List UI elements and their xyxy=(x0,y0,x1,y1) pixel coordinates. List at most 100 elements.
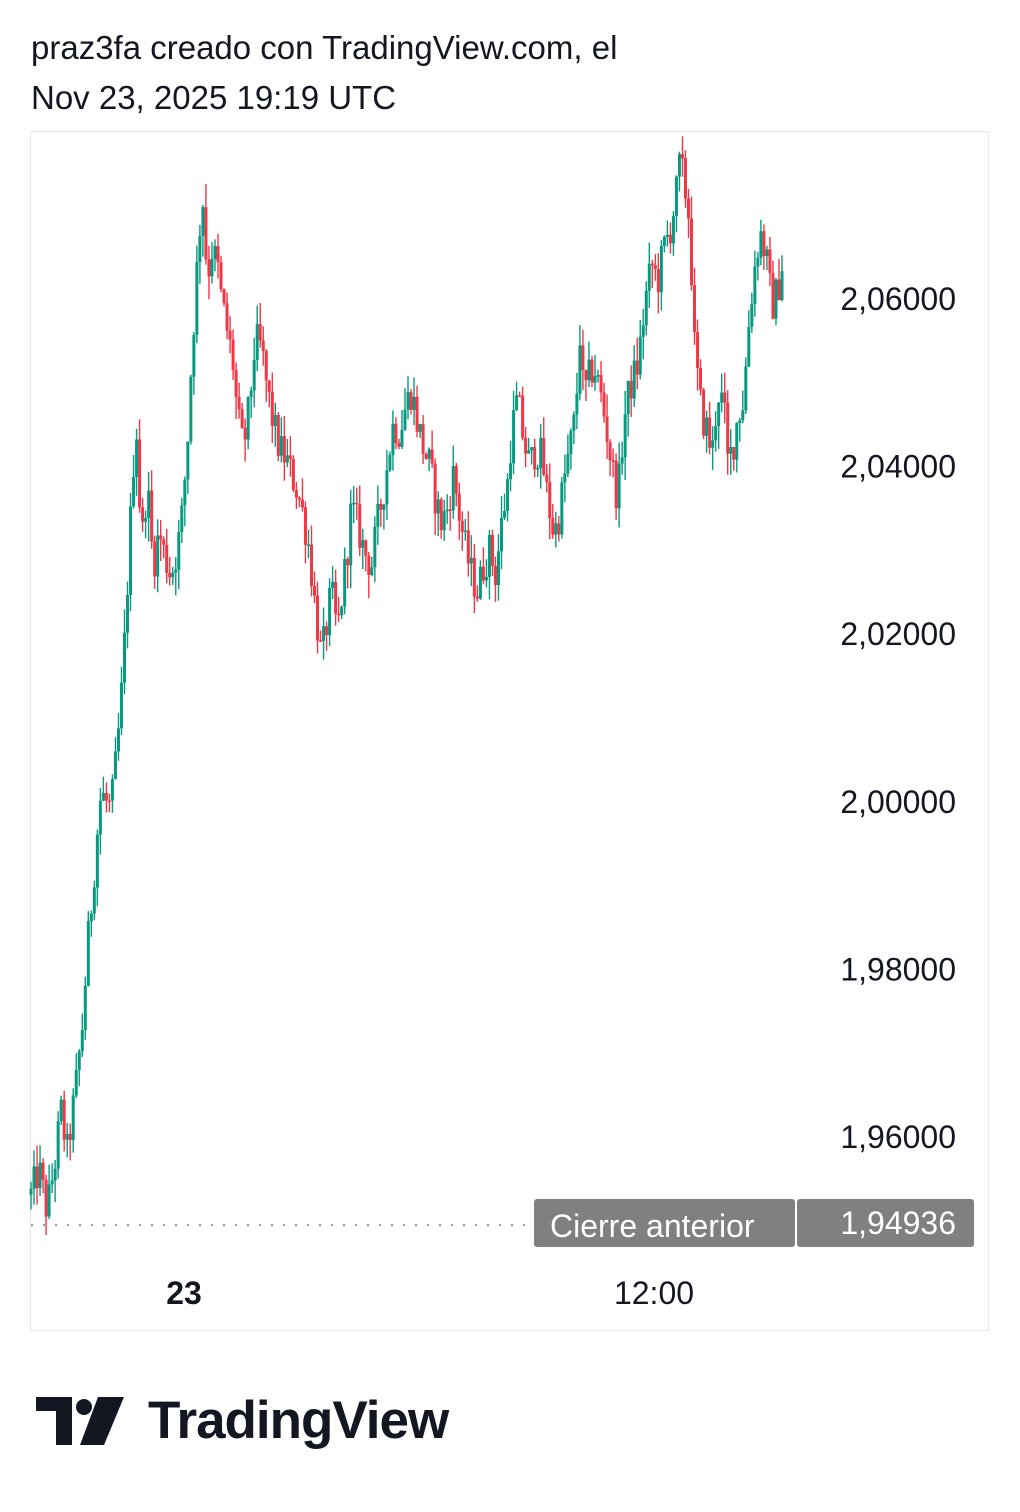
candle-body xyxy=(445,509,449,512)
candle-body xyxy=(261,340,265,352)
candle xyxy=(690,196,694,291)
candle xyxy=(671,211,675,256)
candle-body xyxy=(563,473,567,483)
candle xyxy=(632,345,636,407)
candle xyxy=(542,417,546,477)
candle xyxy=(183,476,187,527)
y-tick-label: 2,02000 xyxy=(840,616,956,652)
candle-body xyxy=(439,499,443,531)
candle xyxy=(129,493,133,612)
candle xyxy=(255,305,259,371)
candle xyxy=(53,1160,57,1203)
candle-body xyxy=(569,430,573,455)
candle-body xyxy=(623,414,627,458)
candlestick-chart[interactable]: 2,06000 2,04000 2,02000 2,00000 1,98000 1,960… xyxy=(0,0,1020,1340)
candle xyxy=(509,440,513,492)
candle xyxy=(439,497,443,539)
candle xyxy=(77,1049,81,1087)
candle-body xyxy=(282,436,286,463)
candle-body xyxy=(186,441,190,480)
candle xyxy=(512,390,516,475)
candle-body xyxy=(584,370,588,381)
candle-body xyxy=(454,466,458,494)
candle xyxy=(587,341,591,388)
candle-body xyxy=(596,375,600,377)
candle xyxy=(132,454,136,509)
candle xyxy=(641,308,645,360)
candle-body xyxy=(524,437,528,454)
candle-body xyxy=(165,544,169,573)
candle-body xyxy=(355,502,359,505)
candle-body xyxy=(554,523,558,535)
candle xyxy=(533,438,537,478)
candle-body xyxy=(533,447,537,470)
candle xyxy=(135,428,139,496)
candle xyxy=(189,374,193,445)
candle xyxy=(590,355,594,388)
candle-body xyxy=(768,249,772,273)
candle-body xyxy=(159,535,163,540)
candle-body xyxy=(346,559,350,566)
previous-close-badge: Cierre anterior 1,94936 xyxy=(534,1199,974,1247)
candle xyxy=(319,630,323,642)
candle-body xyxy=(484,576,488,581)
candle xyxy=(104,782,108,813)
candle xyxy=(409,389,413,415)
candle xyxy=(285,438,289,468)
candle xyxy=(89,910,93,937)
candle xyxy=(394,417,398,450)
candle-body xyxy=(207,259,211,277)
candle-body xyxy=(635,360,639,375)
candle xyxy=(647,242,651,308)
candle xyxy=(566,434,570,477)
candle-body xyxy=(765,249,769,256)
candle-body xyxy=(409,392,413,410)
candle xyxy=(207,245,211,300)
candle xyxy=(373,516,377,583)
candle-body xyxy=(113,751,117,780)
candle-body xyxy=(328,587,332,635)
candle-body xyxy=(587,359,591,381)
candle xyxy=(355,487,359,520)
candle xyxy=(204,184,208,265)
candle xyxy=(322,607,326,660)
candle xyxy=(617,442,621,528)
candle xyxy=(469,535,473,587)
candle-body xyxy=(71,1095,75,1140)
candle xyxy=(306,529,310,559)
candle xyxy=(107,793,111,813)
candle xyxy=(174,556,178,596)
candle-body xyxy=(738,420,742,424)
candle xyxy=(708,401,712,455)
candle xyxy=(276,412,280,462)
candle-body xyxy=(171,572,175,578)
candle-body xyxy=(665,234,669,237)
candle-body xyxy=(270,391,274,426)
candle-body xyxy=(222,289,226,304)
candle-body xyxy=(92,887,96,914)
candle-body xyxy=(59,1099,63,1122)
candle xyxy=(448,496,452,531)
candle xyxy=(484,559,488,588)
candle-body xyxy=(65,1133,69,1140)
chart-author-line: praz3fa creado con TradingView.com, el xyxy=(31,29,618,66)
candle-body xyxy=(632,360,636,399)
tradingview-logo[interactable]: TradingView xyxy=(36,1394,449,1447)
candle-body xyxy=(126,594,130,633)
candle xyxy=(243,418,247,462)
candle xyxy=(771,260,775,320)
candle-body xyxy=(86,921,90,986)
candle xyxy=(346,556,350,589)
candle xyxy=(430,430,434,469)
candle-body xyxy=(493,565,497,586)
candle xyxy=(403,388,407,432)
candle-body xyxy=(373,526,377,568)
candle-body xyxy=(647,263,651,291)
candle-body xyxy=(147,490,151,519)
candle-body xyxy=(680,154,684,159)
previous-close-value: 1,94936 xyxy=(840,1205,956,1241)
candle-body xyxy=(331,581,335,588)
candle-body xyxy=(620,457,624,464)
candle-body xyxy=(545,474,549,483)
candle-body xyxy=(617,463,621,509)
